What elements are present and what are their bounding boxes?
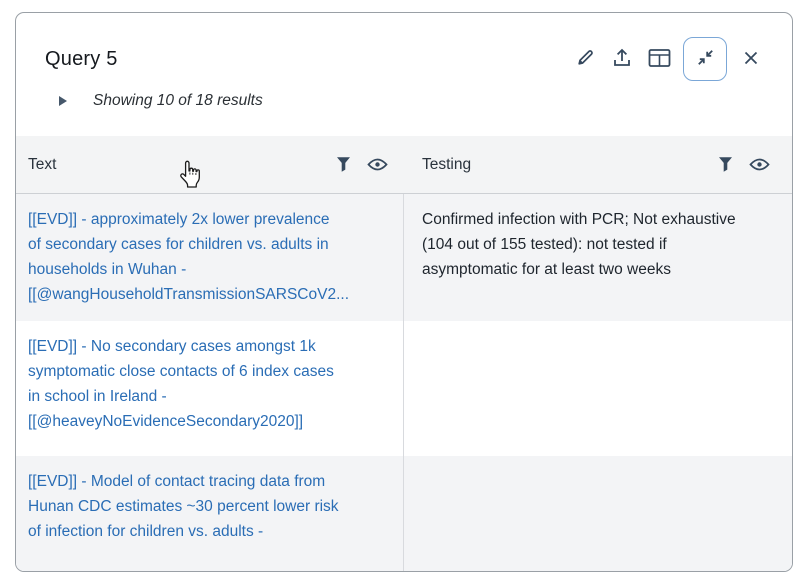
testing-cell[interactable]: Confirmed infection with PCR; Not exhaus…: [422, 211, 736, 278]
close-icon: [742, 49, 760, 70]
expand-caret-icon[interactable]: [59, 96, 67, 106]
close-button[interactable]: [736, 42, 766, 76]
results-summary: Showing 10 of 18 results: [93, 92, 263, 109]
eye-icon[interactable]: [367, 157, 388, 172]
filter-icon[interactable]: [336, 156, 351, 173]
results-summary-row: Showing 10 of 18 results: [59, 90, 263, 112]
collapse-button[interactable]: [683, 37, 727, 81]
upload-icon: [611, 47, 633, 72]
edit-button[interactable]: [570, 42, 600, 76]
table-row: [[EVD]] - approximately 2x lower prevale…: [16, 194, 792, 321]
column-header-testing: Testing: [404, 136, 792, 193]
testing-cell[interactable]: [404, 321, 792, 456]
table-row: [[EVD]] - Model of contact tracing data …: [16, 456, 792, 571]
eye-icon[interactable]: [749, 157, 770, 172]
export-button[interactable]: [607, 42, 637, 76]
query-results-panel: Query 5: [15, 12, 793, 572]
column-label: Testing: [422, 155, 472, 173]
panel-header: Query 5: [45, 35, 766, 83]
column-label: Text: [28, 155, 57, 173]
result-link-cell[interactable]: [[EVD]] - Model of contact tracing data …: [16, 456, 404, 571]
column-header-text: Text: [16, 136, 404, 193]
result-link-cell[interactable]: [[EVD]] - No secondary cases amongst 1k …: [16, 321, 404, 456]
page-title: Query 5: [45, 47, 118, 70]
table-columns-icon: [648, 48, 671, 71]
collapse-arrows-icon: [695, 47, 716, 71]
testing-cell[interactable]: [404, 456, 792, 571]
table-header-row: Text Testing: [16, 136, 792, 194]
result-link-cell[interactable]: [[EVD]] - approximately 2x lower prevale…: [16, 194, 404, 321]
table-row: [[EVD]] - No secondary cases amongst 1k …: [16, 321, 792, 456]
results-table: Text Testing: [16, 136, 792, 571]
pencil-icon: [575, 47, 596, 71]
filter-icon[interactable]: [718, 156, 733, 173]
toolbar: [563, 37, 766, 81]
table-layout-button[interactable]: [644, 42, 674, 76]
